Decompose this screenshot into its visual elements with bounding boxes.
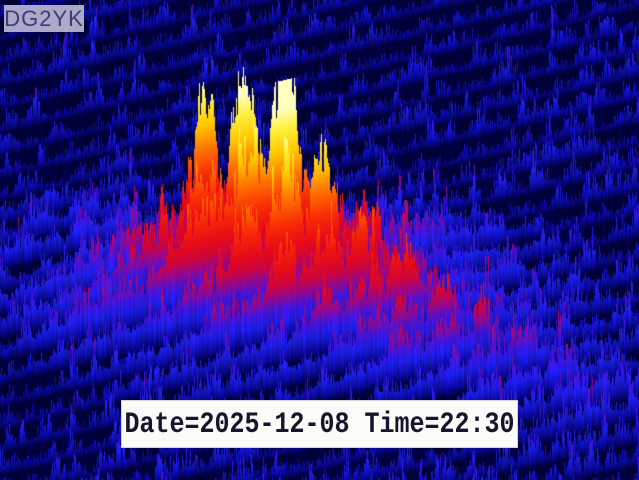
callsign-badge: DG2YK bbox=[4, 5, 84, 32]
datetime-overlay: Date=2025-12-08 Time=22:30 bbox=[121, 400, 518, 448]
datetime-text: Date=2025-12-08 Time=22:30 bbox=[124, 406, 515, 442]
